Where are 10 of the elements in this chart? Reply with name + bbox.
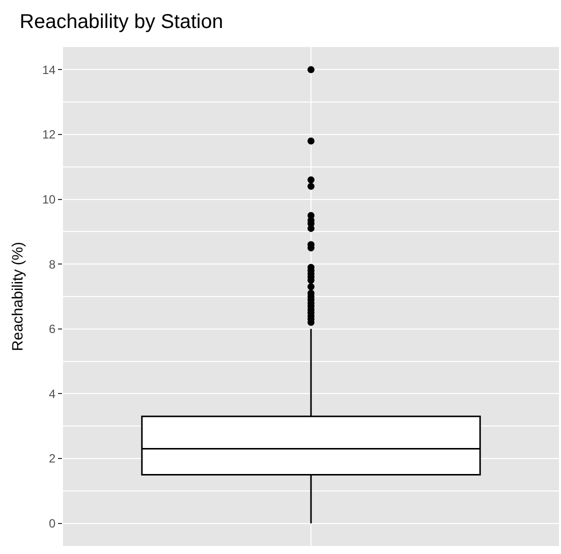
y-tick-label: 12 [42, 128, 56, 142]
y-tick-label: 8 [48, 257, 56, 272]
y-tick-label: 14 [42, 62, 56, 77]
y-tick-label: 2 [48, 452, 56, 466]
y-tick-label: 10 [42, 192, 56, 206]
y-axis-title: Reachability (%) [9, 242, 26, 352]
y-tick-label: 6 [48, 322, 56, 336]
y-tick-label: 0 [48, 516, 56, 531]
y-tick-label: 4 [48, 386, 56, 401]
chart-title: Reachability by Station [20, 10, 224, 33]
